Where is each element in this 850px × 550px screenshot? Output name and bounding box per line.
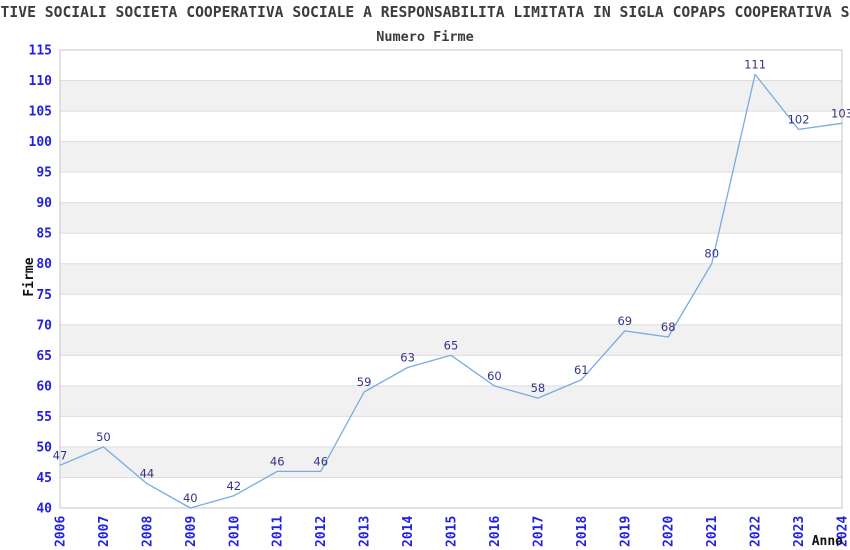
plot-border xyxy=(59,49,843,509)
x-tick-label: 2007 xyxy=(97,516,112,547)
x-tick-label: 2023 xyxy=(792,516,807,547)
y-tick-label: 55 xyxy=(36,410,52,425)
y-tick-label: 65 xyxy=(36,349,52,364)
y-tick-label: 105 xyxy=(29,105,52,120)
point-label: 61 xyxy=(574,363,589,377)
x-tick-label: 2020 xyxy=(662,516,677,547)
y-tick-label: 40 xyxy=(36,502,52,517)
point-label: 103 xyxy=(831,106,850,120)
plot-band xyxy=(60,80,842,112)
y-tick-label: 90 xyxy=(36,196,52,211)
x-tick-label: 2012 xyxy=(314,516,329,547)
x-tick-label: 2008 xyxy=(140,516,155,547)
x-axis-title: Anno xyxy=(812,534,843,549)
x-tick-label: 2018 xyxy=(575,516,590,547)
y-tick-label: 75 xyxy=(36,288,52,303)
y-tick-label: 85 xyxy=(36,227,52,242)
point-label: 60 xyxy=(487,369,502,383)
y-tick-label: 80 xyxy=(36,257,52,272)
x-tick-label: 2010 xyxy=(227,516,242,547)
y-tick-label: 45 xyxy=(36,471,52,486)
plot-band xyxy=(60,385,842,417)
x-tick-label: 2016 xyxy=(488,516,503,547)
point-label: 63 xyxy=(400,351,415,365)
point-label: 111 xyxy=(744,57,766,71)
x-tick-label: 2013 xyxy=(358,516,373,547)
y-tick-label: 95 xyxy=(36,166,52,181)
y-tick-label: 50 xyxy=(36,440,52,455)
point-label: 46 xyxy=(313,454,328,468)
x-tick-label: 2021 xyxy=(705,516,720,547)
point-label: 40 xyxy=(183,491,198,505)
point-label: 65 xyxy=(444,338,459,352)
point-label: 47 xyxy=(53,448,68,462)
point-label: 68 xyxy=(661,320,676,334)
x-tick-label: 2019 xyxy=(618,516,633,547)
point-label: 50 xyxy=(96,430,111,444)
y-tick-label: 60 xyxy=(36,379,52,394)
x-tick-label: 2022 xyxy=(749,516,764,547)
point-label: 69 xyxy=(617,314,632,328)
x-tick-label: 2014 xyxy=(401,516,416,547)
point-label: 102 xyxy=(788,112,810,126)
plot-band xyxy=(60,263,842,295)
plot-band xyxy=(60,202,842,234)
y-axis-title: Firme xyxy=(22,257,37,296)
y-tick-label: 100 xyxy=(29,135,53,150)
point-label: 42 xyxy=(226,479,241,493)
series-line xyxy=(59,73,843,509)
x-tick-label: 2017 xyxy=(531,516,546,547)
point-label: 80 xyxy=(704,247,719,261)
y-tick-label: 110 xyxy=(29,74,53,89)
x-tick-label: 2024 xyxy=(836,516,850,547)
plot-band xyxy=(60,324,842,356)
point-label: 58 xyxy=(531,381,546,395)
x-tick-label: 2009 xyxy=(184,516,199,547)
plot-band xyxy=(60,446,842,478)
y-tick-label: 115 xyxy=(29,44,52,59)
point-label: 44 xyxy=(140,467,155,481)
x-tick-label: 2011 xyxy=(271,516,286,547)
chart-title: TIVE SOCIALI SOCIETA COOPERATIVA SOCIALE… xyxy=(0,4,850,21)
point-label: 46 xyxy=(270,454,285,468)
x-tick-label: 2006 xyxy=(54,516,69,547)
plot-band xyxy=(60,141,842,173)
x-tick-label: 2015 xyxy=(445,516,460,547)
point-label: 59 xyxy=(357,375,372,389)
chart-subtitle: Numero Firme xyxy=(376,29,474,45)
y-tick-label: 70 xyxy=(36,318,52,333)
